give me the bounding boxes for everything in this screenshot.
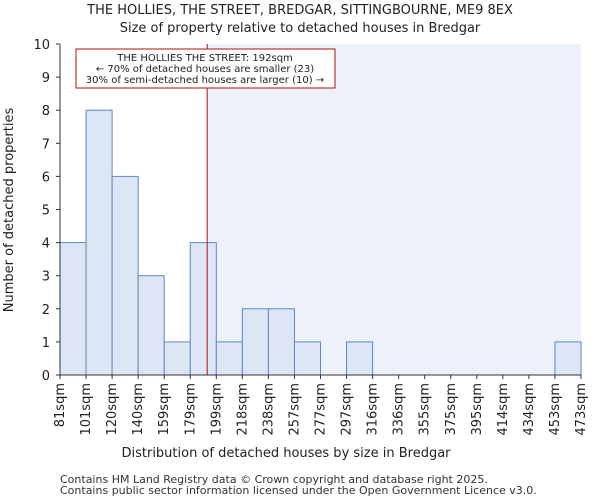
x-tick-label: 101sqm — [79, 383, 94, 436]
plot-area: 0 1 2 3 4 5 6 7 8 9 10 81sqm 101sqm 120sqm 140sqm 159s… — [33, 38, 589, 436]
bars-group — [59, 109, 582, 376]
x-tick-label: 355sqm — [418, 383, 433, 436]
x-axis-label: Distribution of detached houses by size … — [121, 446, 451, 461]
bar — [85, 109, 113, 376]
bar — [111, 175, 139, 376]
y-tick-label: 1 — [42, 336, 50, 351]
y-tick-label: 10 — [33, 38, 50, 53]
bar — [59, 242, 87, 376]
x-tick-label: 473sqm — [574, 383, 589, 436]
x-tick-label: 453sqm — [548, 383, 563, 436]
x-tick-label: 81sqm — [53, 383, 68, 427]
x-tick-label: 375sqm — [444, 383, 459, 436]
annotation-line3: 30% of semi-detached houses are larger (… — [86, 75, 324, 86]
y-tick-label: 5 — [42, 204, 50, 219]
bar — [293, 341, 322, 376]
x-tick-label: 316sqm — [366, 383, 381, 436]
property-annotation: THE HOLLIES THE STREET: 192sqm ← 70% of … — [75, 48, 336, 89]
bar — [137, 275, 165, 376]
x-tick-label: 159sqm — [157, 383, 172, 436]
bar — [163, 341, 191, 376]
bar — [241, 308, 269, 376]
annotation-line1: THE HOLLIES THE STREET: 192sqm — [116, 53, 293, 64]
x-tick-label: 434sqm — [522, 383, 537, 436]
x-tick-label: 336sqm — [392, 383, 407, 436]
bar — [267, 308, 295, 376]
bar — [189, 242, 217, 376]
y-tick-label: 2 — [42, 303, 50, 318]
x-tick-label: 414sqm — [496, 383, 511, 436]
bar — [215, 341, 243, 376]
x-tick-label: 218sqm — [235, 383, 250, 436]
y-axis-label: Number of detached properties — [2, 108, 17, 313]
y-tick-label: 9 — [42, 71, 50, 86]
x-tick-label: 257sqm — [287, 383, 302, 436]
footer-line2: Contains public sector information licen… — [60, 484, 537, 497]
annotation-box — [75, 48, 336, 89]
y-tick-label: 7 — [42, 137, 50, 152]
y-tick-labels: 0 1 2 3 4 5 6 7 8 9 10 — [33, 38, 60, 384]
x-tick-label: 277sqm — [314, 383, 329, 436]
y-tick-label: 6 — [42, 170, 50, 185]
y-tick-label: 0 — [42, 369, 50, 384]
x-tick-label: 120sqm — [105, 383, 120, 436]
x-tick-label: 199sqm — [209, 383, 224, 436]
x-tick-labels: 81sqm 101sqm 120sqm 140sqm 159sqm 179sqm 199sq… — [53, 375, 589, 436]
annotation-line2: ← 70% of detached houses are smaller (23… — [96, 64, 314, 75]
x-tick-label: 140sqm — [131, 383, 146, 436]
y-tick-label: 3 — [42, 270, 50, 285]
x-tick-label: 238sqm — [261, 383, 276, 436]
chart-title-line1: THE HOLLIES, THE STREET, BREDGAR, SITTIN… — [86, 3, 513, 18]
bar — [554, 341, 582, 376]
bar — [346, 341, 374, 376]
y-tick-label: 8 — [42, 104, 50, 119]
y-tick-label: 4 — [42, 237, 50, 252]
x-tick-label: 395sqm — [470, 383, 485, 436]
x-tick-label: 297sqm — [340, 383, 355, 436]
footer-line1: Contains HM Land Registry data © Crown c… — [60, 473, 488, 486]
chart-title-line2: Size of property relative to detached ho… — [120, 21, 481, 36]
x-tick-label: 179sqm — [183, 383, 198, 436]
